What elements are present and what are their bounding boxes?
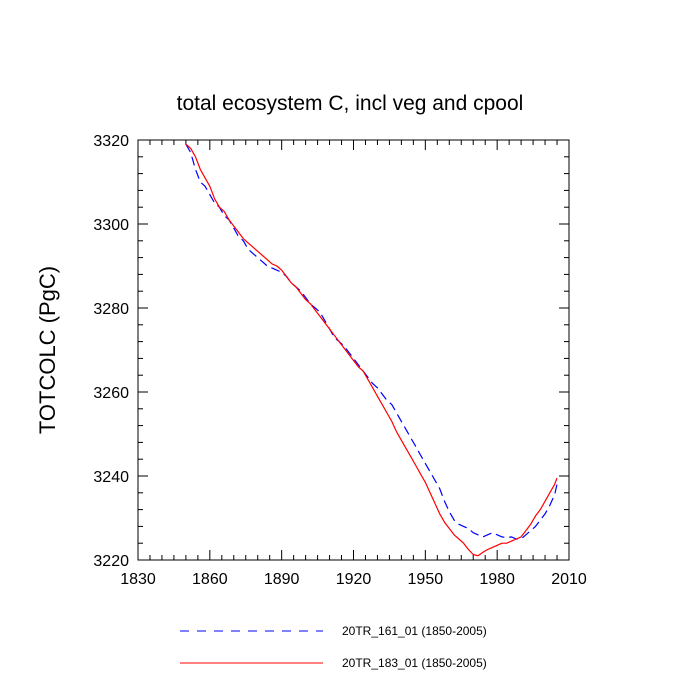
x-tick-label: 1980	[479, 571, 515, 588]
legend-label-1: 20TR_161_01 (1850-2005)	[342, 624, 487, 638]
plot-frame	[137, 139, 570, 561]
series-line-1	[185, 143, 558, 540]
y-tick-label: 3220	[93, 553, 129, 570]
chart-title: total ecosystem C, incl veg and cpool	[177, 92, 524, 115]
axis-ticks: 1830 1860 1890 1920 1950 1980 2010 3220 3240 3260…	[93, 133, 586, 588]
x-tick-label: 2010	[551, 571, 587, 588]
legend-label-2: 20TR_183_01 (1850-2005)	[342, 656, 487, 670]
y-tick-label: 3260	[93, 385, 129, 402]
y-axis-label: TOTCOLC (PgC)	[35, 266, 60, 434]
y-tick-label: 3300	[93, 217, 129, 234]
y-tick-label: 3240	[93, 469, 129, 486]
y-tick-label: 3280	[93, 301, 129, 318]
legend: 20TR_161_01 (1850-2005) 20TR_183_01 (1850…	[180, 624, 487, 670]
x-tick-label: 1860	[192, 571, 228, 588]
y-tick-label: 3320	[93, 133, 129, 150]
x-tick-label: 1950	[408, 571, 444, 588]
x-tick-label: 1890	[264, 571, 300, 588]
x-tick-label: 1920	[336, 571, 372, 588]
series-lines	[185, 143, 558, 557]
x-tick-label: 1830	[120, 571, 156, 588]
series-line-2	[185, 143, 558, 557]
